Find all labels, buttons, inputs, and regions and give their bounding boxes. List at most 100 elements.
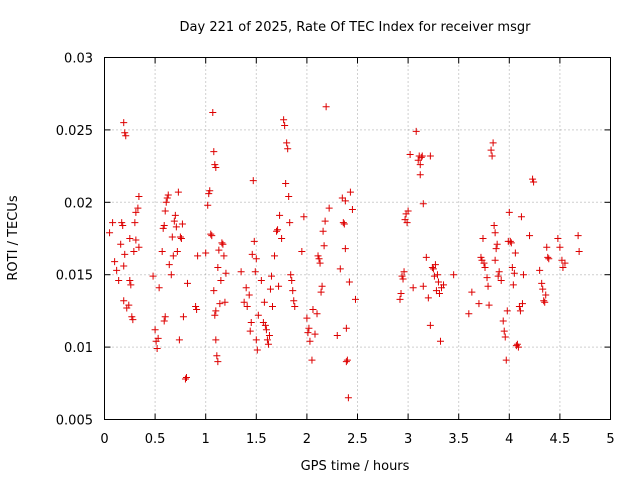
data-point: [281, 122, 289, 130]
data-point: [276, 211, 284, 219]
data-point: [182, 374, 190, 382]
data-point: [274, 226, 282, 234]
data-point: [155, 284, 163, 292]
data-point: [519, 271, 527, 279]
data-point: [490, 221, 498, 229]
data-point: [169, 252, 177, 260]
data-point: [121, 129, 129, 137]
data-point: [193, 305, 201, 313]
data-point: [300, 213, 308, 221]
data-point: [126, 235, 134, 242]
data-point: [316, 259, 324, 267]
data-point: [526, 232, 534, 240]
x-axis-label: GPS time / hours: [301, 459, 410, 474]
data-point: [481, 263, 489, 271]
data-point: [125, 301, 133, 309]
data-point: [543, 243, 551, 251]
data-point: [422, 253, 430, 261]
data-point: [288, 276, 296, 284]
x-tick-label: 1.5: [246, 432, 267, 447]
data-point: [322, 103, 330, 111]
y-tick-label: 0.015: [56, 269, 93, 284]
data-point: [483, 274, 491, 282]
y-tick-label: 0.02: [64, 196, 93, 211]
data-point: [160, 317, 168, 325]
data-point: [336, 265, 344, 273]
data-point: [283, 139, 291, 147]
data-point: [313, 310, 321, 318]
data-point: [536, 266, 544, 274]
data-point: [501, 333, 509, 341]
data-point: [399, 275, 407, 283]
x-tick-label: 5: [606, 432, 614, 447]
data-point: [493, 240, 501, 248]
data-point: [278, 235, 286, 242]
data-point: [202, 249, 210, 257]
data-point: [489, 139, 497, 147]
data-point: [491, 229, 499, 237]
data-point: [208, 232, 216, 240]
data-point: [426, 321, 434, 329]
data-point: [211, 161, 219, 169]
data-point: [305, 324, 313, 332]
data-point: [309, 305, 317, 313]
data-point: [168, 233, 176, 241]
data-point: [317, 288, 325, 296]
data-point: [450, 271, 458, 279]
data-point: [127, 281, 135, 289]
grid: [104, 57, 611, 420]
data-point: [245, 291, 253, 299]
data-point: [183, 279, 191, 287]
data-point: [111, 258, 119, 266]
data-point: [348, 206, 356, 214]
data-point: [122, 132, 130, 140]
data-point: [515, 303, 523, 311]
x-tick-label: 0.5: [145, 432, 166, 447]
data-point: [541, 298, 549, 306]
data-point: [194, 252, 202, 260]
data-point: [115, 276, 123, 284]
data-point: [514, 343, 522, 351]
data-point: [529, 175, 537, 183]
data-point: [212, 164, 220, 172]
data-point: [418, 152, 426, 160]
data-point: [400, 268, 408, 276]
data-point: [341, 245, 349, 253]
data-point: [398, 272, 406, 280]
data-point: [475, 300, 483, 308]
data-point: [430, 272, 438, 280]
data-point: [119, 221, 127, 229]
data-point: [416, 171, 424, 179]
y-tick-label: 0.005: [56, 414, 93, 429]
data-point: [263, 336, 271, 344]
data-point: [428, 263, 436, 271]
x-tick-labels: 0 0.5 1 1.5 2 2.5 3 3.5 4 4.5 5: [100, 432, 614, 447]
data-point: [325, 204, 333, 212]
data-point: [213, 352, 221, 360]
data-point: [540, 297, 548, 305]
data-point: [240, 298, 248, 306]
data-point: [506, 237, 514, 245]
data-point: [419, 200, 427, 208]
data-point: [212, 336, 220, 344]
data-point: [556, 243, 564, 251]
data-point: [242, 284, 250, 292]
data-point: [264, 340, 272, 348]
data-point: [397, 290, 405, 298]
data-point: [134, 204, 142, 212]
data-point: [219, 240, 227, 248]
data-point: [419, 282, 427, 290]
data-point: [500, 327, 508, 335]
data-point: [333, 332, 341, 340]
data-point: [431, 261, 439, 269]
data-point: [171, 211, 179, 219]
data-point: [289, 287, 297, 295]
data-point: [132, 236, 140, 244]
data-point: [252, 336, 260, 344]
data-point: [298, 248, 306, 256]
data-point: [106, 229, 114, 237]
data-point: [403, 219, 411, 227]
data-point: [406, 151, 414, 159]
data-point: [487, 146, 495, 154]
data-point: [433, 271, 441, 279]
